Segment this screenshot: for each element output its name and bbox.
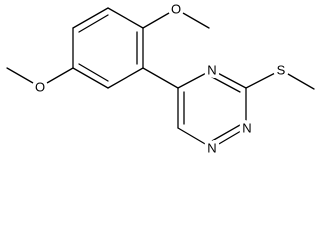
bond xyxy=(72,7,109,29)
atom-label: S xyxy=(277,63,286,78)
bond xyxy=(142,8,177,29)
double-bond xyxy=(211,76,241,93)
bond xyxy=(175,8,210,29)
structure-diagram: O O N N N S xyxy=(6,0,315,158)
bond xyxy=(39,67,74,88)
bond xyxy=(177,69,213,89)
atom-labels: O O N N N S xyxy=(31,0,289,158)
bond xyxy=(107,67,144,89)
bond xyxy=(245,69,282,89)
bond xyxy=(211,69,247,89)
atom-label: N xyxy=(242,121,251,136)
bond xyxy=(280,69,315,90)
bond xyxy=(177,127,213,149)
double-bond xyxy=(211,124,241,142)
atom-label: O xyxy=(35,80,45,95)
bonds xyxy=(6,7,315,149)
page: O O N N N S (() => { const data = JSON.p… xyxy=(6,0,315,158)
bond xyxy=(6,67,41,88)
double-bond xyxy=(78,63,109,82)
atom-label: O xyxy=(171,2,181,17)
bond xyxy=(142,67,179,89)
bond xyxy=(72,67,109,89)
atom-label: N xyxy=(207,63,216,78)
bond xyxy=(107,7,144,29)
atom-label: N xyxy=(207,141,216,156)
double-bond xyxy=(78,14,109,33)
bond xyxy=(211,127,247,149)
